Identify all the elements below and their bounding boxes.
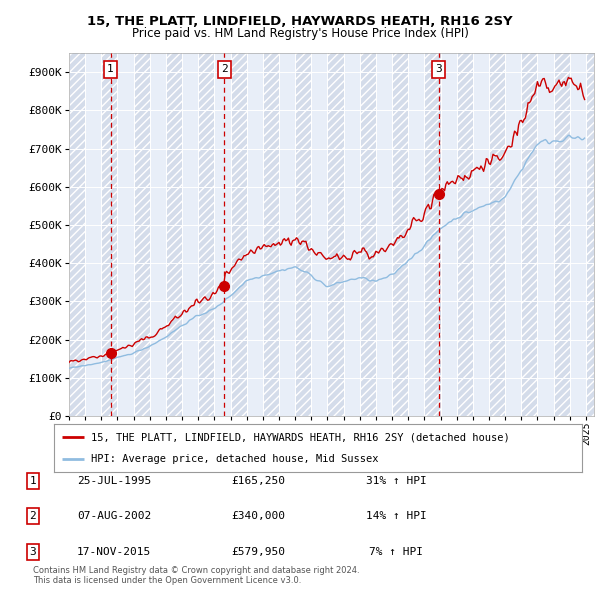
Text: 25-JUL-1995: 25-JUL-1995 (77, 476, 151, 486)
Bar (360, 53, 376, 416)
Bar (328, 53, 344, 416)
Text: 17-NOV-2015: 17-NOV-2015 (77, 547, 151, 556)
Text: 3: 3 (435, 64, 442, 74)
Bar (166, 53, 182, 416)
Bar (489, 53, 505, 416)
Text: HPI: Average price, detached house, Mid Sussex: HPI: Average price, detached house, Mid … (91, 454, 379, 464)
Text: 31% ↑ HPI: 31% ↑ HPI (365, 476, 427, 486)
Text: 2: 2 (29, 512, 37, 521)
Text: 3: 3 (29, 547, 37, 556)
Bar (134, 53, 150, 416)
Text: 15, THE PLATT, LINDFIELD, HAYWARDS HEATH, RH16 2SY (detached house): 15, THE PLATT, LINDFIELD, HAYWARDS HEATH… (91, 432, 510, 442)
Bar (457, 53, 473, 416)
Bar (198, 53, 214, 416)
Bar (521, 53, 538, 416)
Bar (101, 53, 118, 416)
Bar (586, 53, 600, 416)
Text: 07-AUG-2002: 07-AUG-2002 (77, 512, 151, 521)
Bar (230, 53, 247, 416)
Bar (69, 53, 85, 416)
Bar (392, 53, 408, 416)
Bar (554, 53, 570, 416)
Text: Contains HM Land Registry data © Crown copyright and database right 2024.
This d: Contains HM Land Registry data © Crown c… (33, 566, 359, 585)
Text: 1: 1 (107, 64, 114, 74)
Bar (424, 53, 440, 416)
Text: 7% ↑ HPI: 7% ↑ HPI (369, 547, 423, 556)
Bar (295, 53, 311, 416)
Text: £165,250: £165,250 (231, 476, 285, 486)
Text: 14% ↑ HPI: 14% ↑ HPI (365, 512, 427, 521)
Text: 15, THE PLATT, LINDFIELD, HAYWARDS HEATH, RH16 2SY: 15, THE PLATT, LINDFIELD, HAYWARDS HEATH… (87, 15, 513, 28)
Bar (263, 53, 279, 416)
Text: 1: 1 (29, 476, 37, 486)
Text: £579,950: £579,950 (231, 547, 285, 556)
Text: 2: 2 (221, 64, 227, 74)
Text: Price paid vs. HM Land Registry's House Price Index (HPI): Price paid vs. HM Land Registry's House … (131, 27, 469, 40)
Text: £340,000: £340,000 (231, 512, 285, 521)
